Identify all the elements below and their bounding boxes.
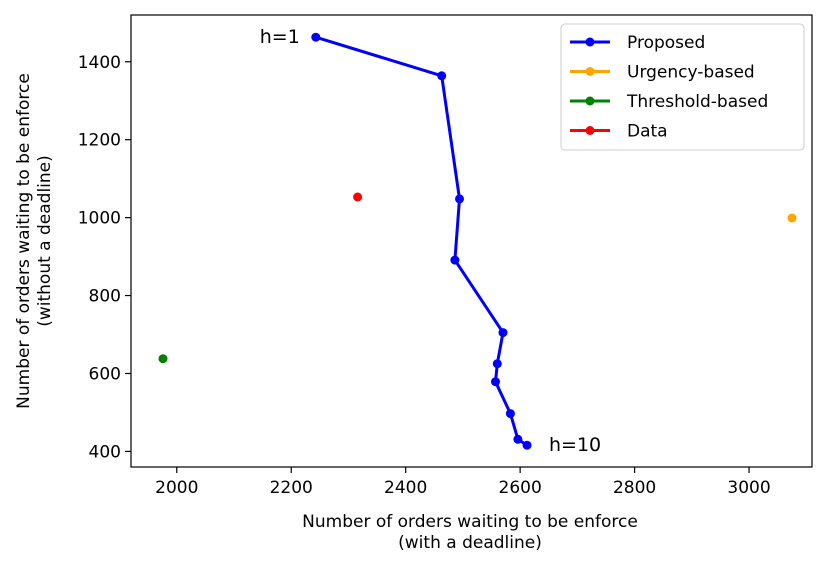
- y-tick-label: 800: [89, 287, 121, 307]
- data-point-proposed-2: [455, 194, 464, 204]
- data-point-urgency-based-0: [787, 213, 797, 223]
- legend-label: Proposed: [627, 33, 705, 53]
- legend-label: Threshold-based: [626, 92, 768, 112]
- y-tick-label: 600: [89, 364, 121, 384]
- legend-item-proposed: Proposed: [570, 33, 705, 53]
- data-point-proposed-7: [505, 409, 515, 419]
- series-data: [353, 192, 363, 202]
- legend-label: Data: [627, 122, 668, 142]
- series-proposed: [311, 32, 532, 450]
- legend-swatch-marker: [585, 67, 595, 76]
- data-point-proposed-8: [513, 434, 523, 444]
- data-point-proposed-1: [437, 71, 447, 81]
- x-tick-label: 2000: [155, 478, 198, 498]
- y-tick-label: 1400: [78, 53, 121, 73]
- series-threshold-based: [158, 354, 168, 364]
- x-tick-label: 2600: [499, 478, 542, 498]
- legend-swatch-marker: [585, 126, 595, 135]
- x-tick-label: 2400: [384, 478, 427, 498]
- data-point-proposed-3: [450, 255, 460, 265]
- y-tick-label: 1000: [78, 209, 121, 229]
- y-tick-label: 1200: [78, 131, 121, 151]
- data-point-proposed-0: [311, 32, 321, 42]
- x-axis-label-line-2: (with a deadline): [398, 533, 542, 553]
- legend-box: [560, 23, 805, 151]
- data-point-proposed-9: [522, 440, 532, 450]
- legend-label: Urgency-based: [627, 63, 755, 83]
- x-axis-label-line-1: Number of orders waiting to be enforce: [302, 512, 638, 532]
- y-axis-label-line-2: (without a deadline): [35, 155, 55, 327]
- legend: Proposed Urgency-based Threshold-based Data: [560, 23, 805, 151]
- legend-item-threshold-based: Threshold-based: [570, 92, 768, 112]
- legend-swatch-marker: [585, 96, 595, 106]
- legend-swatch-marker: [585, 37, 595, 47]
- x-tick-label: 2800: [613, 478, 656, 498]
- x-tick-label: 3000: [727, 478, 770, 498]
- x-tick-label: 2200: [270, 478, 313, 498]
- data-point-proposed-4: [498, 328, 508, 338]
- series-line-proposed: [315, 35, 528, 447]
- annotation-label-1: h=10: [549, 434, 601, 456]
- plot-frame: [130, 14, 813, 468]
- annotation-label-0: h=1: [260, 26, 300, 48]
- y-axis-label-line-1: Number of orders waiting to be enforce: [14, 73, 34, 409]
- legend-item-data: Data: [570, 122, 668, 142]
- data-point-threshold-based-0: [158, 354, 168, 364]
- data-point-proposed-5: [492, 359, 502, 369]
- series-urgency-based: [787, 213, 797, 223]
- data-point-data-0: [353, 192, 363, 202]
- y-tick-label: 400: [89, 442, 121, 462]
- data-point-proposed-6: [491, 377, 500, 387]
- legend-item-urgency-based: Urgency-based: [570, 63, 755, 83]
